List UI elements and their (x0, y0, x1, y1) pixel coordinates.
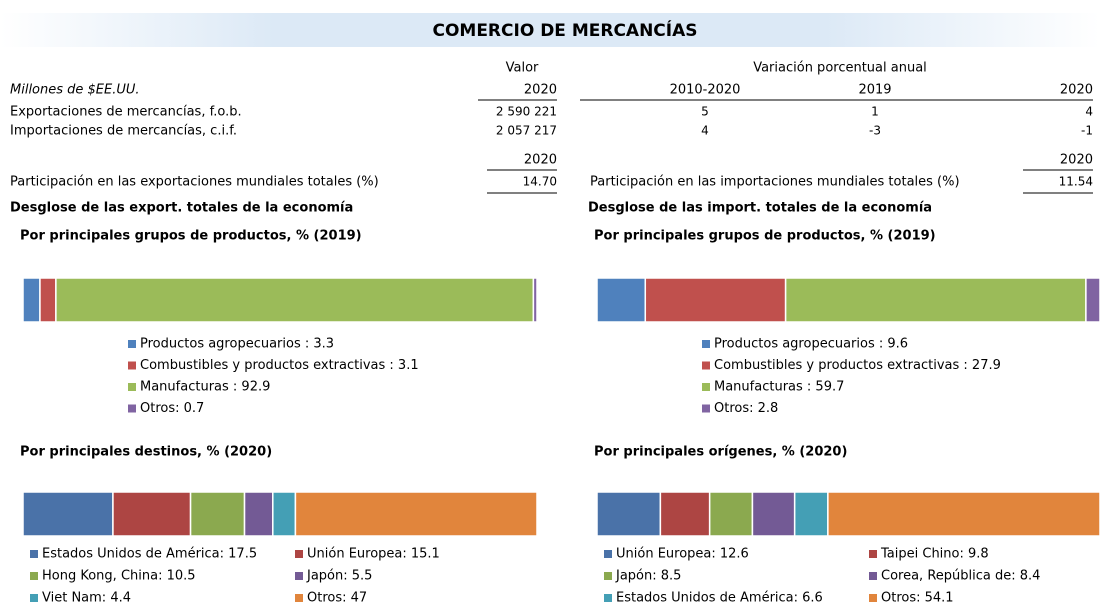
legend-swatch (295, 594, 303, 602)
chart-title: Por principales grupos de productos, % (… (20, 229, 362, 244)
legend-swatch (295, 550, 303, 558)
legend-swatch (604, 572, 612, 580)
legend-label: Otros: 54.1 (881, 591, 954, 606)
bar-segment (55, 277, 535, 323)
legend-swatch (128, 340, 136, 348)
column-header: 2020 (1060, 83, 1093, 98)
row-label: Importaciones de mercancías, c.i.f. (10, 124, 237, 139)
bar-segment (659, 491, 711, 537)
share-year: 2020 (524, 153, 557, 168)
legend-swatch (869, 550, 877, 558)
legend-label: Combustibles y productos extractivas : 2… (714, 358, 1001, 373)
cell: 4 (1085, 105, 1093, 119)
bar-segment (294, 491, 538, 537)
legend-label: Hong Kong, China: 10.5 (42, 569, 196, 584)
cell: 2 057 217 (496, 124, 557, 138)
bar-segment (596, 277, 647, 323)
bar-segment (22, 277, 41, 323)
legend-label: Taipei Chino: 9.8 (880, 547, 989, 562)
bar-segment (827, 491, 1100, 537)
legend-label: Viet Nam: 4.4 (42, 591, 131, 606)
legend-label: Unión Europea: 12.6 (616, 547, 749, 562)
legend-label: Productos agropecuarios : 3.3 (140, 337, 334, 352)
legend-label: Combustibles y productos extractivas : 3… (140, 358, 419, 373)
legend-label: Productos agropecuarios : 9.6 (714, 337, 908, 352)
legend-label: Unión Europea: 15.1 (307, 547, 440, 562)
bar-segment (39, 277, 57, 323)
share-value: 14.70 (523, 175, 557, 189)
cell: 2 590 221 (496, 105, 557, 119)
chart-title: Por principales grupos de productos, % (… (594, 229, 936, 244)
bar-segment (1085, 277, 1100, 323)
legend-swatch (295, 572, 303, 580)
section-heading: Desglose de las export. totales de la ec… (10, 201, 353, 216)
bar-segment (272, 491, 297, 537)
cell: 1 (871, 105, 879, 119)
legend-label: Manufacturas : 59.7 (714, 380, 844, 395)
bar-segment (784, 277, 1087, 323)
legend-swatch (702, 404, 710, 413)
legend-swatch (869, 594, 877, 602)
legend-label: Estados Unidos de América: 6.6 (616, 591, 823, 606)
bar-segment (112, 491, 192, 537)
bar-segment (22, 491, 114, 537)
legend-label: Japón: 5.5 (306, 569, 372, 584)
bar-segment (243, 491, 274, 537)
cell: 4 (701, 124, 709, 138)
cell: -1 (1081, 124, 1093, 138)
bar-segment (708, 491, 754, 537)
legend-swatch (128, 383, 136, 391)
column-header: 2019 (858, 83, 891, 98)
legend-label: Otros: 0.7 (140, 401, 204, 416)
bar-segment (189, 491, 246, 537)
share-year: 2020 (1060, 153, 1093, 168)
share-label: Participación en las importaciones mundi… (590, 175, 960, 190)
legend-swatch (128, 404, 136, 413)
bar-segment (793, 491, 829, 537)
legend-label: Otros: 47 (307, 591, 367, 606)
bar-segment (644, 277, 787, 323)
legend-swatch (30, 572, 38, 580)
legend-label: Estados Unidos de América: 17.5 (42, 547, 257, 562)
legend-swatch (869, 572, 877, 580)
legend-label: Corea, República de: 8.4 (881, 569, 1040, 584)
title-band (0, 13, 1100, 47)
cell: 5 (701, 105, 709, 119)
bar-segment (596, 491, 662, 537)
section-heading: Desglose de las import. totales de la ec… (588, 201, 932, 216)
legend-swatch (702, 340, 710, 348)
legend-label: Japón: 8.5 (615, 569, 681, 584)
legend-swatch (30, 550, 38, 558)
legend-swatch (604, 594, 612, 602)
legend-label: Manufacturas : 92.9 (140, 380, 270, 395)
share-label: Participación en las exportaciones mundi… (10, 175, 379, 190)
chart-title: Por principales orígenes, % (2020) (594, 445, 847, 460)
column-header: 2010-2020 (670, 83, 741, 98)
chart-title: Por principales destinos, % (2020) (20, 445, 272, 460)
bar-segment (751, 491, 796, 537)
cell: -3 (869, 124, 881, 138)
legend-swatch (30, 594, 38, 602)
variation-header: Variación porcentual anual (753, 61, 927, 76)
bar-segment (532, 277, 538, 323)
row-label: Exportaciones de mercancías, f.o.b. (10, 105, 242, 120)
legend-swatch (702, 361, 710, 370)
value-header: Valor (506, 61, 539, 76)
legend-label: Otros: 2.8 (714, 401, 778, 416)
column-header: 2020 (524, 83, 557, 98)
title: COMERCIO DE MERCANCÍAS (432, 19, 697, 41)
legend-swatch (702, 383, 710, 391)
share-value: 11.54 (1059, 175, 1093, 189)
unit: Millones de $EE.UU. (10, 83, 140, 98)
legend-swatch (128, 361, 136, 370)
legend-swatch (604, 550, 612, 558)
